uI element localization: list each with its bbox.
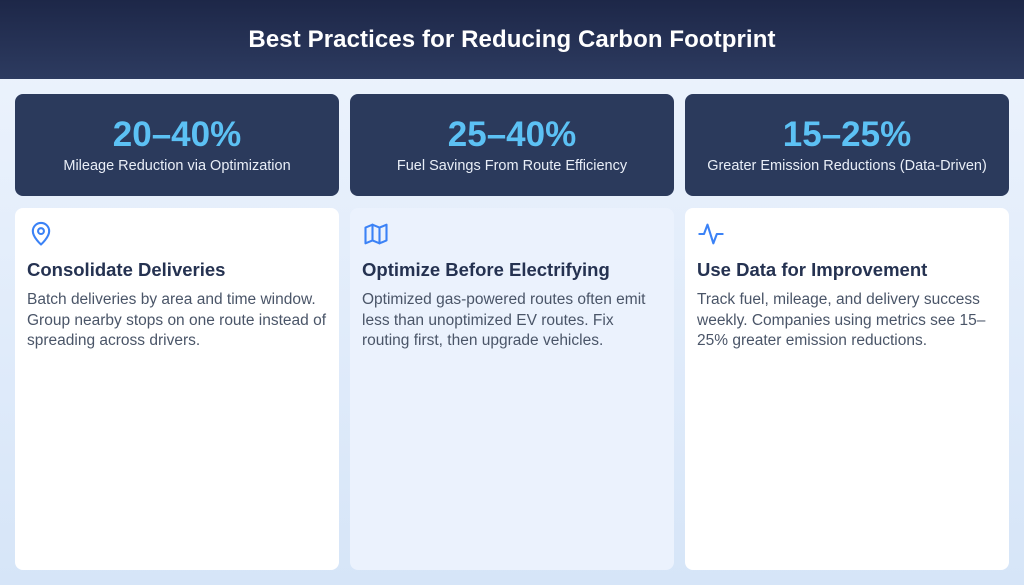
card-title: Optimize Before Electrifying: [362, 259, 610, 280]
card-title: Use Data for Improvement: [697, 259, 928, 280]
map-icon: [362, 220, 390, 248]
stat-label: Mileage Reduction via Optimization: [63, 158, 291, 174]
stat-card-fuel: 25–40% Fuel Savings From Route Efficienc…: [350, 94, 674, 196]
stat-card-emissions: 15–25% Greater Emission Reductions (Data…: [685, 94, 1009, 196]
card-text: Track fuel, mileage, and delivery succes…: [697, 291, 986, 349]
stat-value: 15–25%: [782, 115, 912, 154]
card-optimize-before-electrifying: Optimize Before Electrifying Optimized g…: [350, 208, 674, 570]
map-pin-icon: [27, 220, 55, 248]
stat-value: 25–40%: [447, 115, 577, 154]
stat-label: Fuel Savings From Route Efficiency: [396, 158, 628, 174]
stat-card-mileage: 20–40% Mileage Reduction via Optimizatio…: [15, 94, 339, 196]
page-title: Best Practices for Reducing Carbon Footp…: [248, 25, 776, 53]
card-use-data: Use Data for Improvement Track fuel, mil…: [685, 208, 1009, 570]
card-consolidate-deliveries: Consolidate Deliveries Batch deliveries …: [15, 208, 339, 570]
stat-value: 20–40%: [112, 115, 242, 154]
activity-icon: [697, 220, 725, 248]
header-banner: Best Practices for Reducing Carbon Footp…: [0, 0, 1024, 79]
card-text: Optimized gas-powered routes often emit …: [362, 291, 646, 349]
card-text: Batch deliveries by area and time window…: [27, 291, 327, 349]
card-title: Consolidate Deliveries: [27, 259, 226, 280]
stat-label: Greater Emission Reductions (Data-Driven…: [707, 158, 987, 174]
